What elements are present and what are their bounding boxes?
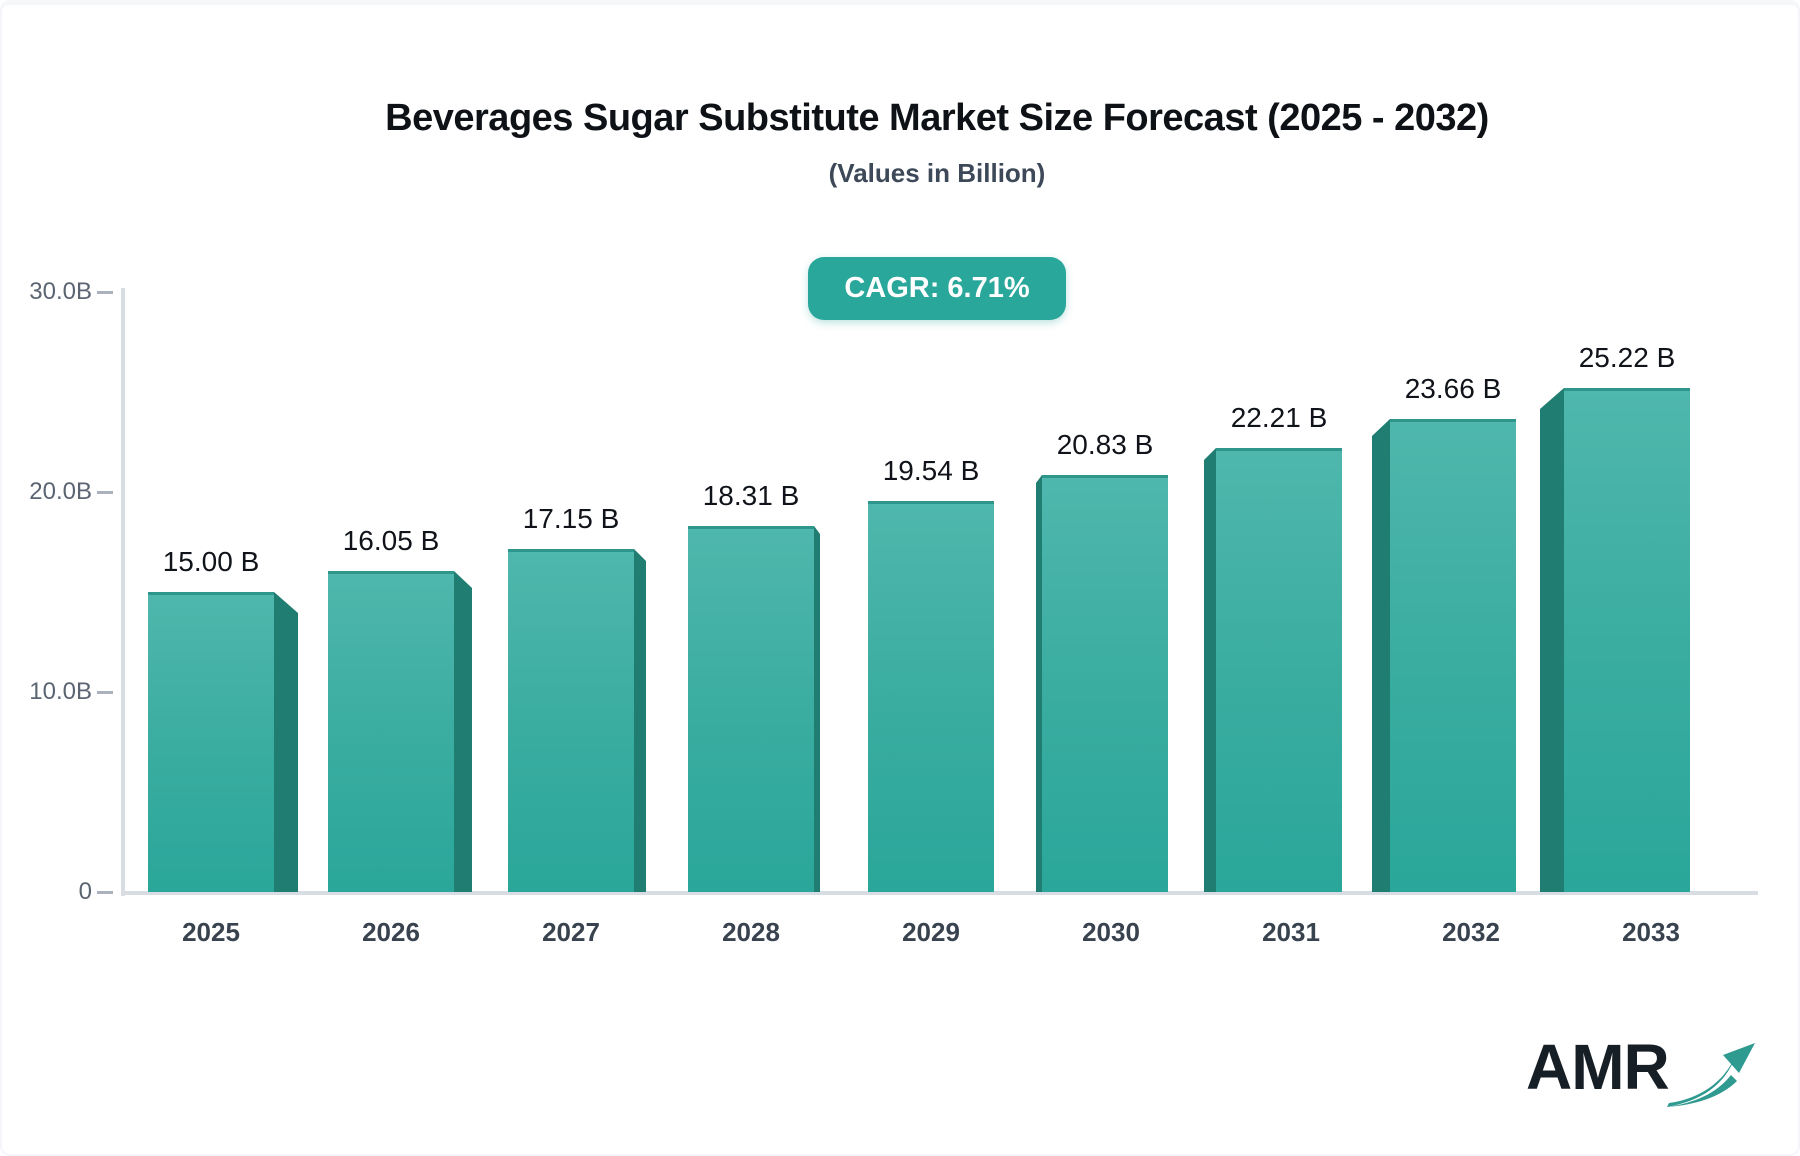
bar-value-label: 20.83 B — [1056, 429, 1154, 460]
y-axis-tick — [97, 491, 113, 494]
x-axis-baseline — [121, 891, 1758, 895]
y-axis-tick-label: 0 — [78, 878, 92, 905]
x-axis-label: 2027 — [542, 917, 600, 947]
growth-arrow-icon — [1666, 1043, 1755, 1107]
y-axis-tick — [97, 891, 113, 894]
bar-2025[interactable] — [148, 592, 274, 892]
bar-side-face — [814, 526, 820, 892]
bar-side-face — [1204, 448, 1216, 892]
bar-2027[interactable] — [508, 549, 634, 892]
y-axis-tick-label: 10.0B — [29, 678, 92, 705]
bar-side-face — [1036, 475, 1042, 892]
y-axis-tick — [97, 691, 113, 694]
bar-value-label: 18.31 B — [702, 480, 800, 511]
bar-value-label: 22.21 B — [1230, 402, 1328, 433]
bar-value-label: 25.22 B — [1578, 342, 1676, 373]
bar-2030[interactable] — [1042, 475, 1168, 892]
x-axis-label: 2031 — [1262, 917, 1320, 947]
bar-value-label: 17.15 B — [522, 503, 620, 534]
chart-title: Beverages Sugar Substitute Market Size F… — [385, 97, 1489, 139]
bar-value-label: 19.54 B — [882, 455, 980, 486]
bar-2029[interactable] — [868, 501, 994, 892]
y-axis-tick-label: 20.0B — [29, 478, 92, 505]
bar-value-label: 16.05 B — [342, 525, 440, 556]
x-axis-label: 2033 — [1622, 917, 1680, 947]
y-axis-line — [121, 288, 125, 896]
x-axis-label: 2032 — [1442, 917, 1500, 947]
bar-side-face — [274, 592, 298, 892]
y-axis-tick — [97, 291, 113, 294]
cagr-badge: CAGR: 6.71% — [808, 257, 1066, 320]
bar-side-face — [454, 571, 472, 892]
bar-2026[interactable] — [328, 571, 454, 892]
bar-value-label: 23.66 B — [1404, 373, 1502, 404]
amr-logo: AMR — [1526, 1035, 1761, 1111]
bar-side-face — [1372, 419, 1390, 892]
y-axis-tick-label: 30.0B — [29, 278, 92, 305]
x-axis-label: 2029 — [902, 917, 960, 947]
bar-value-label: 15.00 B — [162, 546, 260, 577]
bar-2033[interactable] — [1564, 388, 1690, 892]
x-axis-label: 2025 — [182, 917, 240, 947]
bar-2031[interactable] — [1216, 448, 1342, 892]
chart-subtitle: (Values in Billion) — [828, 158, 1046, 188]
x-axis-label: 2026 — [362, 917, 420, 947]
bar-side-face — [634, 549, 646, 892]
amr-logo-text: AMR — [1526, 1031, 1670, 1103]
bar-side-face — [1540, 388, 1564, 892]
x-axis-label: 2028 — [722, 917, 780, 947]
bar-2028[interactable] — [688, 526, 814, 892]
x-axis-label: 2030 — [1082, 917, 1140, 947]
bar-2032[interactable] — [1390, 419, 1516, 892]
